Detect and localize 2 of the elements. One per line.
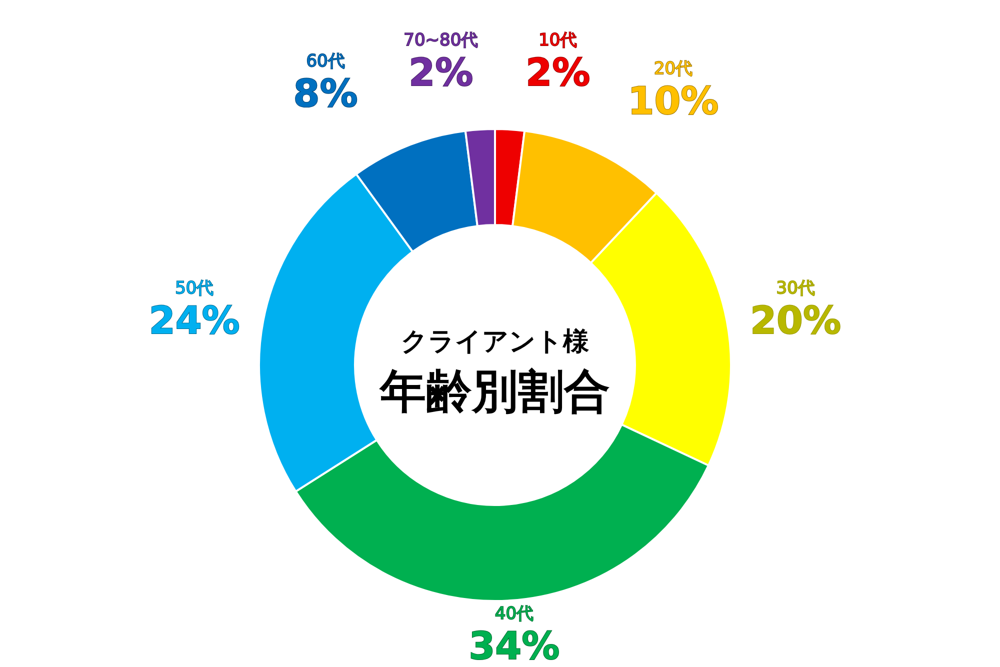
text: クライアント様 [401, 327, 590, 357]
text: 年齢別割合 [378, 364, 610, 418]
